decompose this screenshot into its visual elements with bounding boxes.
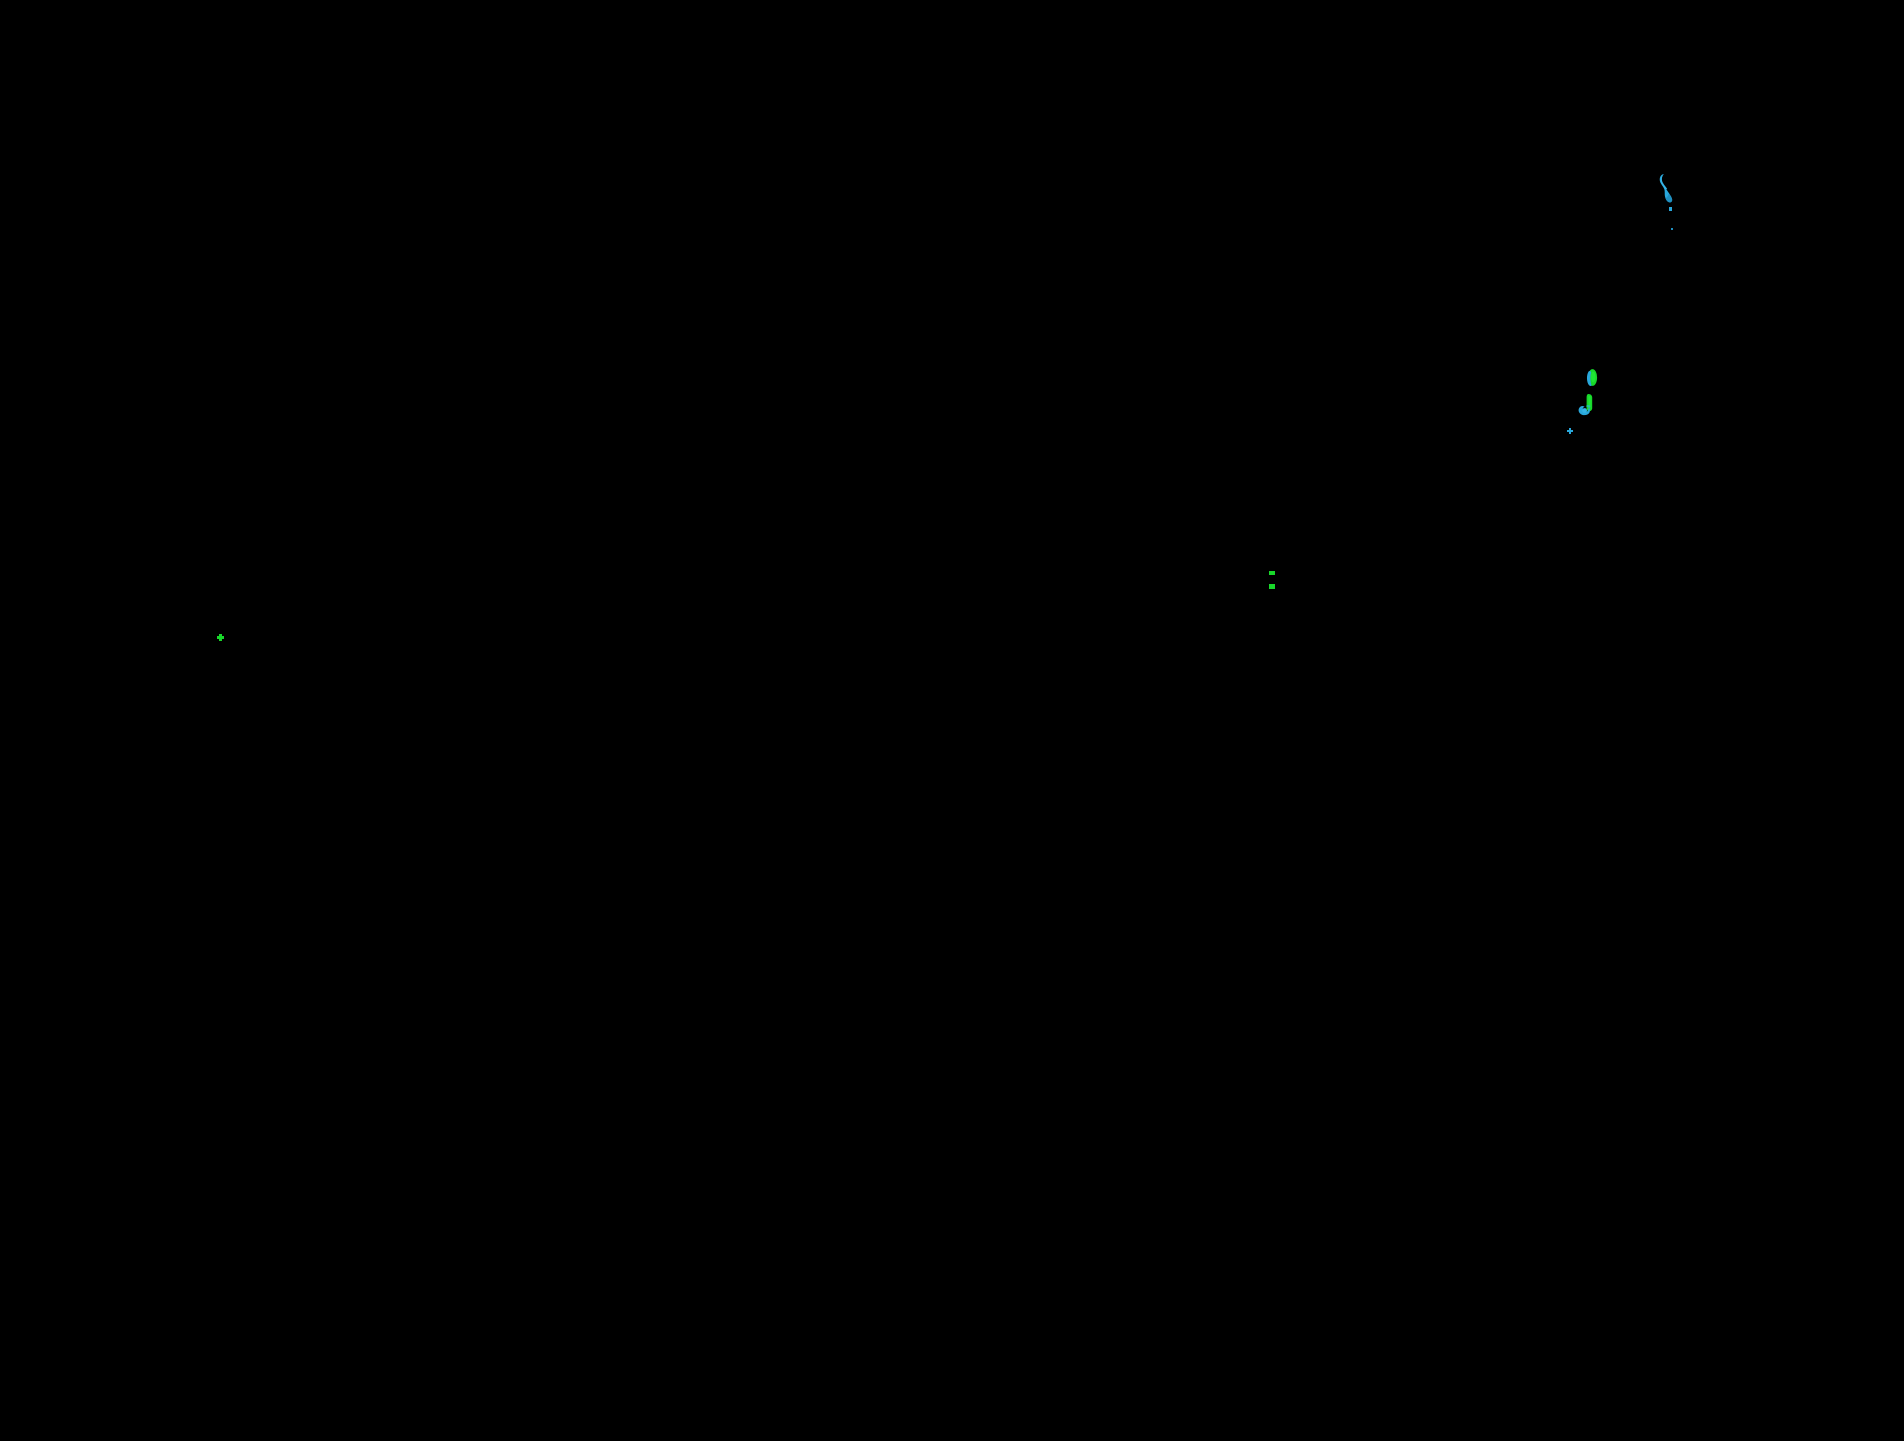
green-rect-lower (1269, 584, 1275, 589)
green-oval-upper (1586, 369, 1598, 386)
cyan-dot-lower (1671, 228, 1673, 230)
cyan-dot-upper (1669, 207, 1672, 211)
green-rect-upper (1269, 571, 1275, 575)
green-plus-marker (217, 634, 224, 641)
cyan-plus-marker (1567, 428, 1573, 434)
cyan-hook-lower (1578, 405, 1591, 416)
cyan-comma-blob (1659, 174, 1673, 203)
